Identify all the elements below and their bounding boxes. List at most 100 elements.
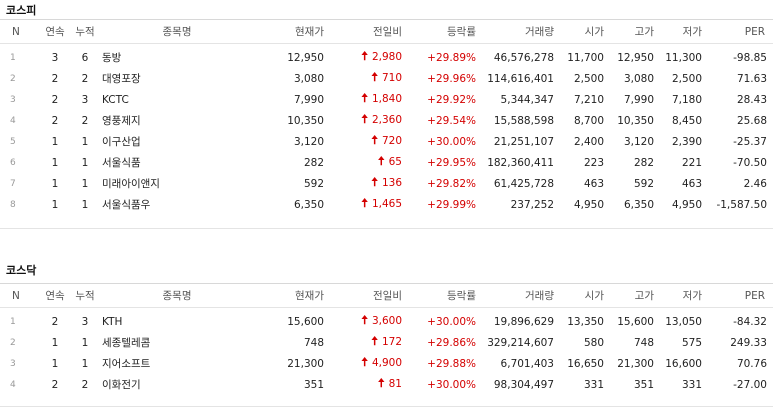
high-cell: 21,300 [617,357,654,370]
consecutive-cell: 1 [51,156,59,169]
accumulated-cell: 1 [81,198,89,211]
consecutive-cell: 3 [51,51,59,64]
stock-name-link[interactable]: 이구산업 [102,136,141,148]
table-row: 3 2 3 KCTC 7,990 🠅 1,840 +29.92% 5,344,347 7,210 7… [0,89,773,110]
rate-cell: +29.96% [427,72,476,85]
consecutive-cell: 1 [51,336,59,349]
volume-cell: 21,251,107 [493,135,554,148]
per-cell: -25.37 [733,135,767,148]
table-row: 3 1 1 지어소프트 21,300 🠅 4,900 +29.88% 6,701,403 16,6… [0,353,773,374]
col-price: 현재가 [295,26,324,38]
open-cell: 16,650 [567,357,604,370]
change-value: 172 [381,336,402,348]
n-cell: 7 [10,178,16,189]
change-cell: 🠅 710 [324,68,402,89]
change-value: 65 [388,156,402,168]
stock-name-link[interactable]: KCTC [102,93,129,106]
stock-name-link[interactable]: 대영포장 [102,73,141,85]
open-cell: 580 [583,336,604,349]
col-low: 저가 [682,290,702,302]
open-cell: 11,700 [567,51,604,64]
change-cell: 🠅 81 [324,374,402,395]
table-row: 1 2 3 KTH 15,600 🠅 3,600 +30.00% 19,896,629 13,35… [0,308,773,333]
stock-name-link[interactable]: 영풍제지 [102,115,141,127]
low-cell: 4,950 [671,198,702,211]
volume-cell: 46,576,278 [493,51,554,64]
high-cell: 3,120 [623,135,654,148]
accumulated-cell: 3 [81,93,89,106]
volume-cell: 114,616,401 [487,72,554,85]
table-row: 1 3 6 동방 12,950 🠅 2,980 +29.89% 46,576,278 11,700… [0,44,773,69]
change-cell: 🠅 2,980 [324,44,402,69]
price-cell: 21,300 [287,357,324,370]
accumulated-cell: 2 [81,72,89,85]
low-cell: 11,300 [665,51,702,64]
stock-name-link[interactable]: 미래아이앤지 [102,178,160,190]
consecutive-cell: 2 [51,72,59,85]
up-arrow-icon: 🠅 [371,70,378,84]
change-cell: 🠅 1,465 [324,194,402,215]
accumulated-cell: 6 [81,51,89,64]
low-cell: 221 [681,156,702,169]
low-cell: 463 [681,177,702,190]
per-cell: 28.43 [736,93,767,106]
col-n: N [12,289,20,302]
col-rate: 등락률 [447,26,476,38]
change-value: 720 [381,135,402,147]
accumulated-cell: 2 [81,114,89,127]
change-cell: 🠅 65 [324,152,402,173]
col-volume: 거래량 [525,26,554,38]
rate-cell: +30.00% [427,135,476,148]
col-rate: 등락률 [447,290,476,302]
low-cell: 13,050 [665,315,702,328]
low-cell: 8,450 [671,114,702,127]
change-value: 1,465 [371,198,402,210]
price-cell: 7,990 [293,93,324,106]
stock-name-link[interactable]: 세종텔레콤 [102,337,151,349]
high-cell: 282 [633,156,654,169]
volume-cell: 329,214,607 [487,336,554,349]
n-cell: 2 [10,73,16,84]
open-cell: 7,210 [573,93,604,106]
consecutive-cell: 2 [51,315,59,328]
table-row: 4 2 2 영풍제지 10,350 🠅 2,360 +29.54% 15,588,598 8,70… [0,110,773,131]
col-high: 고가 [634,290,654,302]
up-arrow-icon: 🠅 [378,376,385,390]
rate-cell: +30.00% [427,378,476,391]
change-cell: 🠅 720 [324,131,402,152]
open-cell: 331 [583,378,604,391]
stock-name-link[interactable]: 동방 [102,52,122,64]
rate-cell: +29.54% [427,114,476,127]
kospi-rows: 1 3 6 동방 12,950 🠅 2,980 +29.89% 46,576,278 11,700… [0,44,773,216]
n-cell: 6 [10,157,16,168]
per-cell: -27.00 [733,378,767,391]
open-cell: 4,950 [573,198,604,211]
low-cell: 2,390 [671,135,702,148]
stock-name-link[interactable]: 서울식품우 [102,199,151,211]
stock-name-link[interactable]: 이화전기 [102,379,141,391]
per-cell: 249.33 [730,336,767,349]
col-low: 저가 [682,26,702,38]
stock-name-link[interactable]: 서울식품 [102,157,141,169]
open-cell: 463 [583,177,604,190]
col-price: 현재가 [295,290,324,302]
col-accumulated: 누적 [75,290,95,302]
rate-cell: +29.89% [427,51,476,64]
stock-name-link[interactable]: 지어소프트 [102,358,151,370]
price-cell: 592 [303,177,324,190]
high-cell: 748 [633,336,654,349]
stock-name-link[interactable]: KTH [102,315,123,328]
n-cell: 3 [10,94,16,105]
change-value: 1,840 [371,93,402,105]
change-cell: 🠅 136 [324,173,402,194]
col-per: PER [744,25,765,38]
price-cell: 351 [303,378,324,391]
per-cell: -70.50 [733,156,767,169]
n-cell: 5 [10,136,16,147]
table-row: 2 2 2 대영포장 3,080 🠅 710 +29.96% 114,616,401 2,500 3… [0,68,773,89]
col-consecutive: 연속 [45,290,65,302]
kosdaq-table: N 연속 누적 종목명 현재가 전일비 등락률 거래량 시가 고가 저가 PER… [0,283,773,395]
per-cell: -84.32 [733,315,767,328]
accumulated-cell: 1 [81,156,89,169]
low-cell: 331 [681,378,702,391]
